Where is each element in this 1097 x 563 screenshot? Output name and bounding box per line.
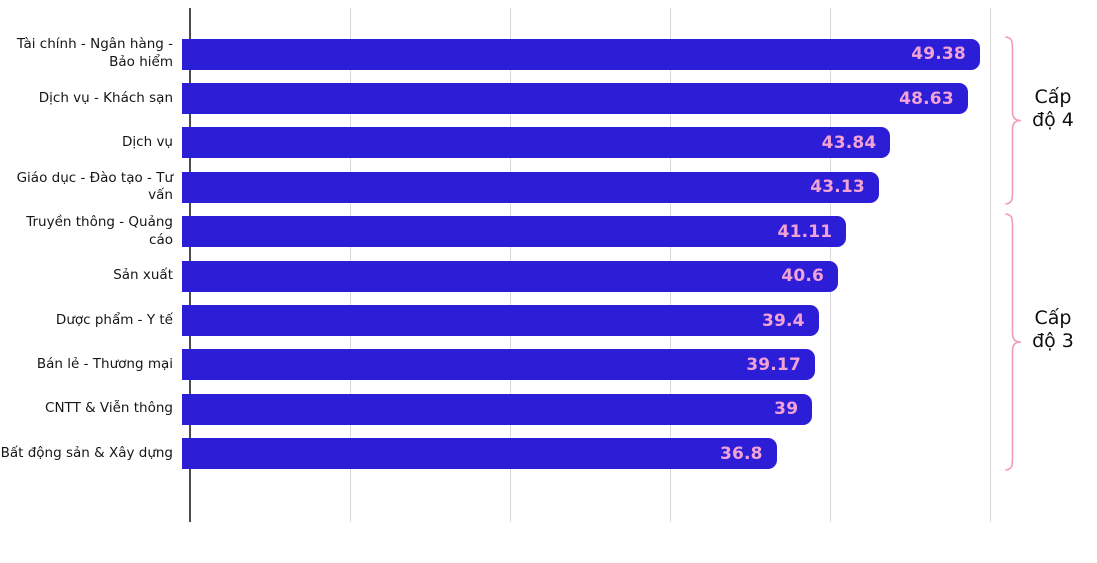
category-label: Giáo dục - Đào tạo - Tư vấn <box>16 169 173 204</box>
bar-area: 41.11 <box>182 210 990 254</box>
category-label: CNTT & Viễn thông <box>45 400 173 417</box>
brace-level-3 <box>1005 213 1022 471</box>
bar-value-label: 36.8 <box>719 443 763 464</box>
brace-level-4 <box>1005 36 1022 205</box>
bar-row: Truyền thông - Quảng cáo 41.11 <box>0 210 990 254</box>
bar-value-label: 39 <box>774 399 799 420</box>
bar-area: 40.6 <box>182 254 990 298</box>
bar: 39.4 <box>182 305 819 337</box>
bar-row: Dược phẩm - Y tế 39.4 <box>0 298 990 342</box>
bar-value-label: 48.63 <box>899 88 954 109</box>
bar: 43.84 <box>182 127 891 159</box>
level-3-label: Cấp độ 3 <box>1032 307 1074 353</box>
bar-row: Giáo dục - Đào tạo - Tư vấn 43.13 <box>0 165 990 209</box>
bar-area: 39 <box>182 387 990 431</box>
bar-value-label: 40.6 <box>781 266 825 287</box>
category-label: Dịch vụ <box>122 134 173 151</box>
bar: 41.11 <box>182 216 847 248</box>
bar: 43.13 <box>182 171 879 203</box>
bar: 39.17 <box>182 349 815 381</box>
bar: 48.63 <box>182 83 968 115</box>
bar-area: 49.38 <box>182 32 990 76</box>
category-label: Tài chính - Ngân hàng - Bảo hiểm <box>16 36 173 71</box>
category-label: Bất động sản & Xây dựng <box>0 444 173 461</box>
bar-value-label: 41.11 <box>777 221 833 242</box>
bar: 49.38 <box>182 38 980 70</box>
bar-area: 39.4 <box>182 298 990 342</box>
bar-row: CNTT & Viễn thông 39 <box>0 387 990 431</box>
category-label: Dịch vụ - Khách sạn <box>38 89 173 106</box>
category-label: Truyền thông - Quảng cáo <box>26 213 173 248</box>
category-label: Sản xuất <box>113 267 173 284</box>
category-label: Bán lẻ - Thương mại <box>36 356 173 373</box>
bar-row: Tài chính - Ngân hàng - Bảo hiểm 49.38 <box>0 32 990 76</box>
bar-row: Dịch vụ - Khách sạn 48.63 <box>0 76 990 120</box>
bar-row: Bất động sản & Xây dựng 36.8 <box>0 432 990 476</box>
bar-area: 36.8 <box>182 432 990 476</box>
bar-area: 39.17 <box>182 343 990 387</box>
category-label: Dược phẩm - Y tế <box>55 311 173 328</box>
bar-area: 43.13 <box>182 165 990 209</box>
bar-area: 43.84 <box>182 121 990 165</box>
bar-value-label: 39.17 <box>746 354 801 375</box>
bar: 36.8 <box>182 438 777 470</box>
bar-row: Bán lẻ - Thương mại 39.17 <box>0 343 990 387</box>
bar: 40.6 <box>182 260 839 292</box>
bar-row: Sản xuất 40.6 <box>0 254 990 298</box>
bar-value-label: 43.84 <box>821 132 877 153</box>
bar-value-label: 43.13 <box>810 177 865 198</box>
bar: 39 <box>182 393 813 425</box>
gridline <box>990 8 991 522</box>
bar-area: 48.63 <box>182 76 990 120</box>
level-4-label: Cấp độ 4 <box>1032 86 1074 132</box>
bar-value-label: 39.4 <box>761 310 805 331</box>
bar-row: Dịch vụ 43.84 <box>0 121 990 165</box>
bar-rows: Tài chính - Ngân hàng - Bảo hiểm 49.38 D… <box>0 32 990 476</box>
bar-value-label: 49.38 <box>911 44 966 65</box>
